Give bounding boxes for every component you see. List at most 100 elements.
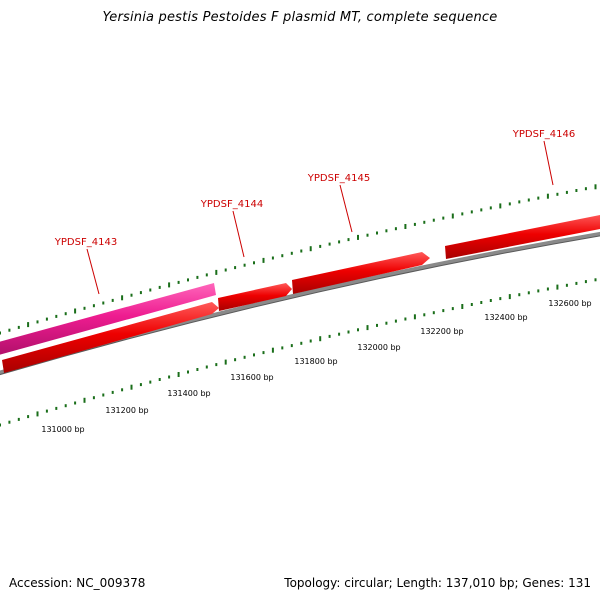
scale-label: 131600 bp (230, 373, 273, 382)
gene-YPDSF_4143[interactable] (0, 283, 216, 356)
gene-label-YPDSF_4145: YPDSF_4145 (307, 173, 370, 184)
minor-tick (300, 249, 303, 253)
minor-tick (404, 317, 407, 321)
minor-tick (17, 325, 20, 329)
scale-label: 132200 bp (420, 327, 463, 336)
minor-tick (45, 409, 48, 413)
minor-tick (518, 200, 521, 204)
gene-label-YPDSF_4143: YPDSF_4143 (54, 237, 117, 248)
gene-label-YPDSF_4146: YPDSF_4146 (512, 129, 575, 140)
minor-tick (215, 363, 218, 367)
minor-tick (480, 301, 483, 304)
minor-tick (196, 368, 199, 371)
minor-tick (575, 281, 578, 285)
minor-tick (480, 208, 483, 212)
minor-tick (338, 332, 341, 336)
minor-tick (584, 187, 587, 191)
minor-tick (461, 212, 464, 216)
major-tick (27, 322, 30, 328)
minor-tick (281, 254, 284, 258)
outer-tick-ruler (0, 184, 597, 335)
minor-tick (556, 192, 559, 196)
minor-tick (0, 423, 1, 427)
minor-tick (290, 344, 293, 348)
minor-tick (594, 278, 597, 282)
minor-tick (17, 417, 20, 421)
minor-tick (328, 242, 331, 246)
major-tick (74, 308, 77, 314)
minor-tick (338, 240, 341, 244)
major-tick (83, 397, 86, 403)
minor-tick (470, 210, 473, 214)
minor-tick (499, 297, 502, 301)
inner-tick-ruler (0, 278, 597, 427)
label-leader-YPDSF_4146 (543, 140, 554, 186)
scale-label: 132000 bp (357, 343, 400, 352)
minor-tick (527, 198, 530, 202)
major-tick (556, 284, 559, 290)
major-tick (262, 257, 265, 263)
minor-tick (0, 331, 1, 335)
minor-tick (64, 312, 67, 316)
scale-label: 132400 bp (484, 313, 527, 322)
accession-text: Accession: NC_009378 (9, 576, 146, 590)
minor-tick (489, 299, 492, 302)
gene-YPDSF_4144[interactable] (218, 283, 292, 311)
minor-tick (423, 313, 426, 317)
minor-tick (177, 280, 180, 284)
minor-tick (234, 358, 237, 362)
minor-tick (8, 420, 11, 424)
minor-tick (451, 307, 454, 311)
minor-tick (158, 285, 161, 289)
minor-tick (55, 406, 58, 410)
gene-YPDSF_4145[interactable] (292, 252, 430, 294)
gene-forward-1[interactable] (2, 302, 219, 373)
minor-tick (262, 351, 265, 355)
minor-tick (111, 390, 114, 394)
scale-label: 131400 bp (167, 389, 210, 398)
minor-tick (253, 353, 255, 357)
minor-tick (8, 328, 11, 332)
major-tick (168, 282, 171, 288)
minor-tick (385, 229, 388, 233)
minor-tick (357, 328, 359, 332)
minor-tick (187, 278, 189, 282)
label-leader-YPDSF_4145 (339, 184, 353, 233)
sequence-summary: Topology: circular; Length: 137,010 bp; … (284, 576, 591, 590)
minor-tick (139, 291, 142, 295)
major-tick (413, 314, 416, 320)
scale-label: 131200 bp (105, 406, 148, 415)
minor-tick (565, 190, 568, 194)
major-tick (366, 325, 369, 331)
minor-tick (309, 339, 312, 343)
minor-tick (508, 202, 511, 206)
minor-tick (489, 206, 492, 210)
minor-tick (121, 388, 124, 392)
minor-tick (366, 233, 369, 237)
minor-tick (271, 256, 274, 260)
major-tick (508, 294, 511, 300)
major-tick (121, 295, 124, 301)
minor-tick (537, 196, 540, 200)
map-title: Yersinia pestis Pestoides F plasmid MT, … (102, 10, 498, 25)
minor-tick (328, 334, 331, 338)
minor-tick (64, 404, 67, 408)
major-tick (309, 246, 312, 252)
minor-tick (290, 251, 293, 255)
major-tick (271, 347, 274, 353)
minor-tick (205, 273, 208, 277)
minor-tick (92, 396, 95, 400)
minor-tick (347, 238, 350, 242)
gene-YPDSF_4146[interactable] (445, 214, 600, 259)
minor-tick (394, 319, 397, 323)
minor-tick (45, 317, 48, 321)
minor-tick (187, 370, 189, 374)
sequence-backbone-shade (0, 235, 600, 376)
minor-tick (74, 401, 77, 405)
minor-tick (423, 220, 426, 224)
minor-tick (537, 289, 540, 293)
major-tick (130, 384, 133, 390)
minor-tick (139, 383, 142, 387)
gene-label-YPDSF_4144: YPDSF_4144 (200, 199, 263, 210)
minor-tick (168, 375, 171, 379)
